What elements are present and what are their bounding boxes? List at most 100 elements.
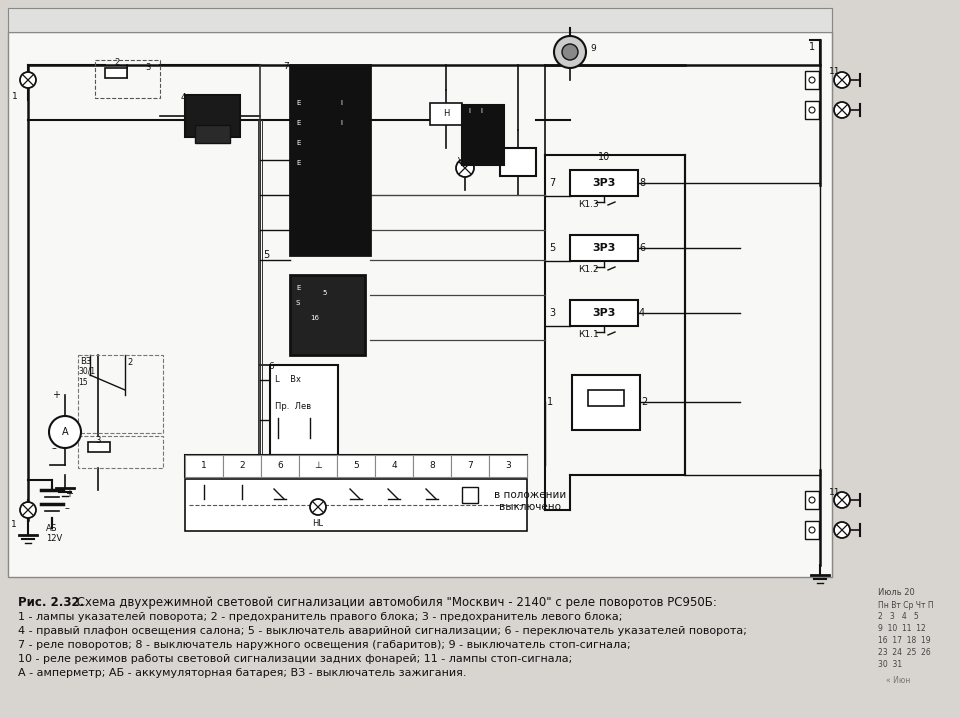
Bar <box>462 105 504 165</box>
Text: S: S <box>296 300 300 306</box>
Bar <box>185 455 527 477</box>
Text: К1.2: К1.2 <box>578 265 599 274</box>
Text: 1 - лампы указателей поворота; 2 - предохранитель правого блока; 3 - предохранит: 1 - лампы указателей поворота; 2 - предо… <box>18 612 622 622</box>
Text: 6: 6 <box>277 462 283 470</box>
Text: 11: 11 <box>829 67 841 76</box>
Circle shape <box>20 72 36 88</box>
Bar <box>588 390 624 406</box>
Text: К1.1: К1.1 <box>578 330 599 339</box>
Circle shape <box>834 102 850 118</box>
Text: Схема двухрежимной световой сигнализации автомобиля "Москвич - 2140" с реле пово: Схема двухрежимной световой сигнализации… <box>73 596 717 609</box>
Circle shape <box>809 77 815 83</box>
Bar <box>195 125 230 143</box>
Text: 11: 11 <box>829 488 841 497</box>
Text: 3Р3: 3Р3 <box>592 243 615 253</box>
Text: I: I <box>340 100 342 106</box>
Text: 3: 3 <box>95 436 101 445</box>
Text: 2: 2 <box>239 462 245 470</box>
Text: 8: 8 <box>429 462 435 470</box>
Circle shape <box>834 72 850 88</box>
Bar <box>805 101 819 119</box>
Bar <box>413 455 451 477</box>
Circle shape <box>456 159 474 177</box>
Bar <box>8 8 832 32</box>
Bar <box>290 275 365 355</box>
Bar <box>185 95 240 137</box>
Text: 1: 1 <box>202 462 206 470</box>
Text: I: I <box>480 108 482 114</box>
Text: E: E <box>296 100 300 106</box>
Text: Рис. 2.32.: Рис. 2.32. <box>18 596 84 609</box>
Text: 30  31: 30 31 <box>878 660 902 669</box>
Circle shape <box>834 522 850 538</box>
Text: 1: 1 <box>809 42 815 52</box>
Text: К1.3: К1.3 <box>578 200 599 209</box>
Text: 23  24  25  26: 23 24 25 26 <box>878 648 931 657</box>
Bar <box>270 365 338 455</box>
Text: 4 - правый плафон освещения салона; 5 - выключатель аварийной сигнализации; 6 - : 4 - правый плафон освещения салона; 5 - … <box>18 626 747 636</box>
Circle shape <box>562 44 578 60</box>
Text: 16  17  18  19: 16 17 18 19 <box>878 636 930 645</box>
Text: Пр.  Лев: Пр. Лев <box>275 402 311 411</box>
Text: I: I <box>468 108 470 114</box>
Text: 6: 6 <box>639 243 645 253</box>
Text: 7: 7 <box>283 62 289 71</box>
Text: 10: 10 <box>598 152 611 162</box>
Text: E: E <box>296 160 300 166</box>
Text: 3Р3: 3Р3 <box>592 178 615 188</box>
Circle shape <box>310 499 326 515</box>
Text: 6: 6 <box>268 362 274 371</box>
Bar <box>805 71 819 89</box>
Text: V: V <box>458 157 464 166</box>
Text: 7: 7 <box>468 462 473 470</box>
Text: 4: 4 <box>391 462 396 470</box>
Text: 3: 3 <box>145 63 151 72</box>
Bar <box>78 355 163 433</box>
Text: в положении: в положении <box>493 490 566 500</box>
Text: 2: 2 <box>641 397 647 407</box>
Text: 5: 5 <box>322 290 326 296</box>
Text: E: E <box>296 285 300 291</box>
Circle shape <box>834 492 850 508</box>
Text: 8: 8 <box>498 145 504 154</box>
Text: +: + <box>65 489 73 499</box>
Text: 5: 5 <box>263 250 269 260</box>
Text: 1: 1 <box>547 397 553 407</box>
Text: –: – <box>65 503 70 513</box>
Text: 1: 1 <box>12 92 18 101</box>
Circle shape <box>809 527 815 533</box>
Bar <box>451 455 489 477</box>
Bar <box>375 455 413 477</box>
Bar <box>462 487 478 503</box>
Bar <box>223 455 261 477</box>
Circle shape <box>49 416 81 448</box>
Bar <box>570 235 638 261</box>
Text: 4: 4 <box>639 308 645 318</box>
Circle shape <box>20 502 36 518</box>
Text: Июль 20: Июль 20 <box>878 588 915 597</box>
Text: 7 - реле поворотов; 8 - выключатель наружного освещения (габаритов); 9 - выключа: 7 - реле поворотов; 8 - выключатель нару… <box>18 640 631 650</box>
Text: А: А <box>61 427 68 437</box>
Bar <box>8 32 832 577</box>
Text: I: I <box>340 120 342 126</box>
Circle shape <box>809 497 815 503</box>
Text: 7: 7 <box>549 178 555 188</box>
Text: 3: 3 <box>549 308 555 318</box>
Bar <box>185 479 527 531</box>
Text: 5: 5 <box>549 243 555 253</box>
Text: 2   3   4   5: 2 3 4 5 <box>878 612 919 621</box>
Bar <box>78 436 163 468</box>
Text: 8: 8 <box>639 178 645 188</box>
Text: 12V: 12V <box>46 534 62 543</box>
Text: E: E <box>296 120 300 126</box>
Bar <box>805 491 819 509</box>
Bar <box>430 103 462 125</box>
Circle shape <box>809 107 815 113</box>
Text: 3Р3: 3Р3 <box>592 308 615 318</box>
Bar <box>290 65 370 255</box>
Text: 15: 15 <box>78 378 87 387</box>
Bar <box>337 455 375 477</box>
Bar <box>185 455 223 477</box>
Bar <box>572 375 640 430</box>
Text: 5: 5 <box>353 462 359 470</box>
